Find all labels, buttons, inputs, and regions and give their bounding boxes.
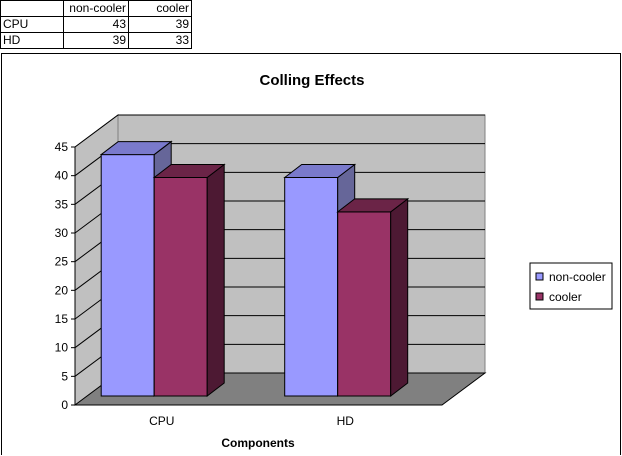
x-axis-title: Components (221, 436, 295, 450)
legend-swatch (535, 292, 544, 301)
bar-non-cooler-CPU[interactable] (100, 154, 155, 397)
y-tick-label: 10 (55, 341, 69, 355)
bar-cooler-HD[interactable] (337, 211, 392, 397)
bar-cooler-CPU[interactable] (153, 177, 208, 397)
bar-top (283, 164, 357, 178)
y-tick-label: 0 (61, 398, 68, 412)
table-cell[interactable]: CPU (0, 16, 64, 33)
legend-label: cooler (549, 290, 582, 304)
legend-swatch (535, 272, 544, 281)
bar-top (152, 164, 226, 178)
chart-svg: Colling Effects Components 0 5 10 15 20 25 30 3… (55, 72, 613, 450)
y-tick-label: 5 (61, 369, 68, 383)
y-tick-label: 15 (55, 312, 69, 326)
x-tick-label: CPU (149, 414, 174, 428)
chart-area[interactable]: Colling Effects Components 0 5 10 15 20 25 30 3… (1, 53, 621, 455)
x-tick-label: HD (337, 414, 355, 428)
y-tick-label: 30 (55, 226, 69, 240)
table-row: CPU 43 39 (0, 16, 192, 33)
table-header-row: non-cooler cooler (0, 0, 192, 17)
table-cell[interactable]: 43 (63, 16, 129, 33)
table-cell[interactable]: 33 (128, 32, 192, 49)
table-header-cell[interactable] (0, 0, 64, 17)
table-cell[interactable]: HD (0, 32, 64, 49)
y-tick-label: 35 (55, 197, 69, 211)
gridline (74, 114, 485, 148)
bar-side (390, 197, 409, 398)
bar-top (99, 141, 173, 156)
bar-side (206, 163, 225, 398)
table-cell[interactable]: 39 (128, 16, 192, 33)
y-tick-label: 25 (55, 255, 69, 269)
table-header-cell[interactable]: non-cooler (63, 0, 129, 17)
y-tick-label: 40 (55, 169, 69, 183)
chart-title: Colling Effects (259, 72, 364, 89)
legend (529, 262, 613, 310)
table-cell[interactable]: 39 (63, 32, 129, 49)
bar-top (336, 198, 410, 213)
data-table: non-cooler cooler CPU 43 39 HD 39 33 (0, 0, 192, 49)
y-tick-label: 45 (55, 140, 69, 154)
table-header-cell[interactable]: cooler (128, 0, 192, 17)
legend-label: non-cooler (549, 270, 606, 284)
y-tick-label: 20 (55, 283, 69, 297)
table-row: HD 39 33 (0, 32, 192, 49)
plot-area: 0 5 10 15 20 25 30 35 40 45 CPU HD non-cooler cooler (55, 114, 613, 428)
bar-non-cooler-HD[interactable] (284, 177, 339, 397)
